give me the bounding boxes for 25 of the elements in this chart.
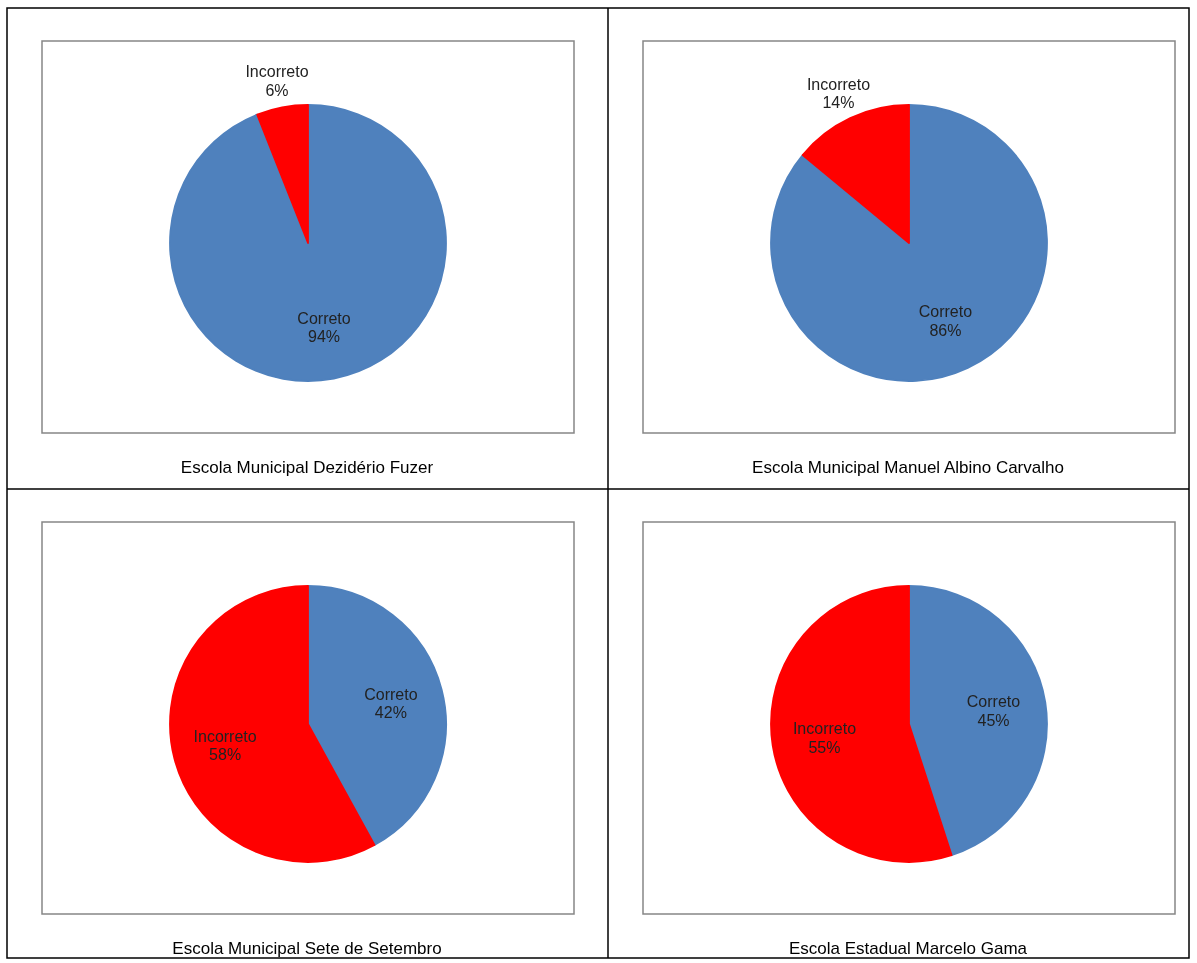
pie-slice — [169, 104, 447, 382]
data-label: 14% — [822, 94, 855, 112]
text: Escola Municipal Dezidério Fuzer — [180, 458, 434, 477]
data-label: 42% — [374, 703, 407, 721]
data-label: 6% — [265, 81, 289, 99]
pie-slice — [307, 585, 447, 846]
slice-label: Correto — [966, 693, 1021, 711]
data-label: 86% — [929, 321, 962, 339]
pie-slice — [770, 585, 953, 863]
slice-label: Incorreto — [245, 63, 309, 81]
slice-label: Incorreto — [792, 720, 857, 738]
slice-label: Incorreto — [806, 75, 871, 93]
pie-slice — [256, 104, 309, 244]
text: Escola Municipal Sete de Setembro — [172, 939, 442, 958]
data-label: 58% — [209, 746, 242, 764]
data-label: 94% — [308, 328, 341, 346]
slice-label: Correto — [918, 303, 973, 321]
text: Escola Estadual Marcelo Gama — [788, 939, 1028, 958]
data-label: 55% — [808, 738, 841, 756]
data-label: 45% — [977, 711, 1010, 729]
pie-slice — [908, 585, 1048, 857]
slice-label: Incorreto — [193, 728, 257, 746]
slice-label: Correto — [297, 309, 351, 327]
text: Escola Municipal Manuel Albino Carvalho — [752, 458, 1064, 477]
slice-label: Correto — [364, 685, 418, 703]
